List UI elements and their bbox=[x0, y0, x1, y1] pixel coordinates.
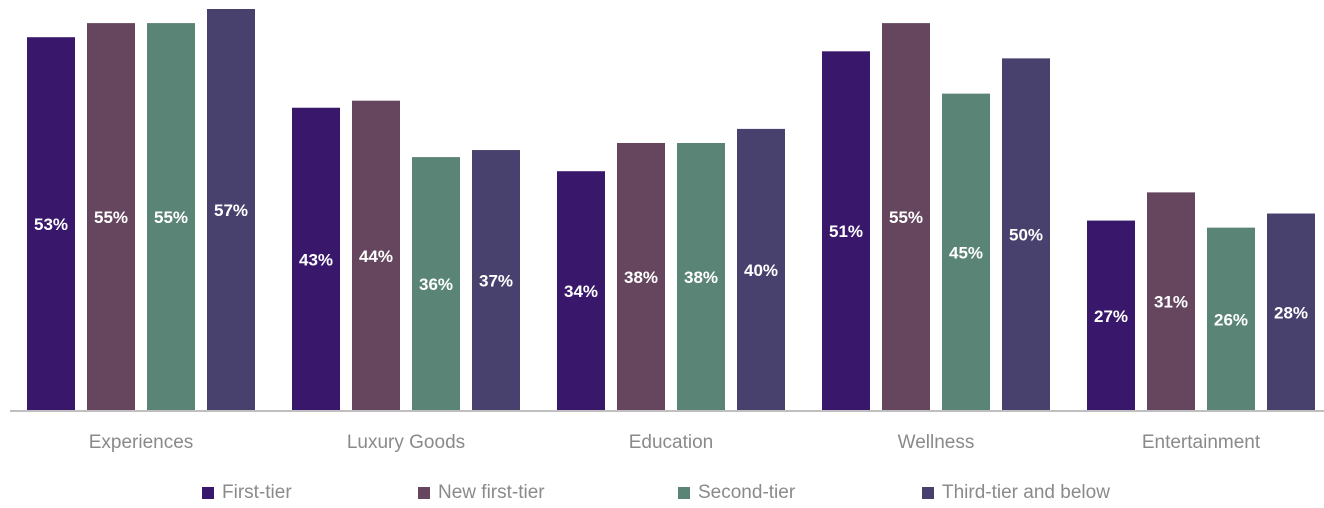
bar-education-new-first-tier bbox=[617, 143, 665, 411]
bar-value-label: 55% bbox=[889, 208, 923, 227]
legend-item-first-tier: First-tier bbox=[202, 482, 292, 504]
bar-value-label: 55% bbox=[154, 208, 188, 227]
bar-education-third-tier-and-below bbox=[737, 128, 785, 412]
bar-entertainment-third-tier-and-below bbox=[1267, 213, 1315, 411]
bar-entertainment-second-tier bbox=[1207, 227, 1255, 411]
legend-swatch bbox=[418, 487, 430, 499]
legend-item-third-tier-and-below: Third-tier and below bbox=[922, 482, 1110, 504]
bar-value-label: 44% bbox=[359, 247, 393, 266]
bar-entertainment-new-first-tier bbox=[1147, 192, 1195, 411]
category-label-education: Education bbox=[629, 432, 714, 453]
legend-label: Third-tier and below bbox=[942, 482, 1110, 503]
legend-item-new-first-tier: New first-tier bbox=[418, 482, 545, 504]
bar-value-label: 50% bbox=[1009, 226, 1043, 245]
bar-wellness-second-tier bbox=[942, 93, 990, 411]
legend: First-tier New first-tier Second-tier Third… bbox=[0, 482, 1324, 508]
bar-experiences-second-tier bbox=[147, 23, 195, 412]
bar-value-label: 43% bbox=[299, 250, 333, 269]
bar-value-label: 38% bbox=[684, 268, 718, 287]
bar-wellness-new-first-tier bbox=[882, 23, 930, 412]
bar-luxury-goods-second-tier bbox=[412, 157, 460, 411]
bar-value-label: 34% bbox=[564, 282, 598, 301]
bar-value-label: 37% bbox=[479, 272, 513, 291]
legend-swatch bbox=[202, 487, 214, 499]
category-label-wellness: Wellness bbox=[898, 432, 975, 453]
bar-value-label: 40% bbox=[744, 261, 778, 280]
bar-value-label: 27% bbox=[1094, 307, 1128, 326]
category-labels-group: Experiences Luxury Goods Education Wellness… bbox=[89, 432, 1261, 453]
legend-swatch bbox=[922, 487, 934, 499]
bar-value-label: 28% bbox=[1274, 303, 1308, 322]
bar-value-label: 31% bbox=[1154, 293, 1188, 312]
bar-education-first-tier bbox=[557, 171, 605, 411]
bar-experiences-third-tier-and-below bbox=[207, 9, 255, 411]
bar-value-label: 57% bbox=[214, 201, 248, 220]
bar-value-label: 36% bbox=[419, 275, 453, 294]
bars-group: 53% 55% 55% 57% 43% 44% 36% 37% 34% 38% 38% 40% 51% 5… bbox=[27, 9, 1315, 412]
legend-swatch bbox=[678, 487, 690, 499]
bar-experiences-first-tier bbox=[27, 37, 75, 412]
bar-luxury-goods-first-tier bbox=[292, 107, 340, 411]
category-label-luxury-goods: Luxury Goods bbox=[347, 432, 465, 453]
bar-value-label: 51% bbox=[829, 222, 863, 241]
legend-label: Second-tier bbox=[698, 482, 796, 503]
bar-value-label: 53% bbox=[34, 215, 68, 234]
bar-value-label: 26% bbox=[1214, 310, 1248, 329]
legend-item-second-tier: Second-tier bbox=[678, 482, 795, 504]
bar-experiences-new-first-tier bbox=[87, 23, 135, 412]
bar-value-label: 55% bbox=[94, 208, 128, 227]
bar-chart: 53% 55% 55% 57% 43% 44% 36% 37% 34% 38% 38% 40% 51% 5… bbox=[10, 9, 1324, 453]
legend-label: First-tier bbox=[222, 482, 292, 503]
bar-education-second-tier bbox=[677, 143, 725, 411]
bar-luxury-goods-third-tier-and-below bbox=[472, 150, 520, 412]
bar-luxury-goods-new-first-tier bbox=[352, 100, 400, 412]
category-label-experiences: Experiences bbox=[89, 432, 194, 453]
legend-label: New first-tier bbox=[438, 482, 545, 503]
bar-wellness-third-tier-and-below bbox=[1002, 58, 1050, 412]
bar-wellness-first-tier bbox=[822, 51, 870, 411]
bar-value-label: 38% bbox=[624, 268, 658, 287]
bar-entertainment-first-tier bbox=[1087, 220, 1135, 411]
category-label-entertainment: Entertainment bbox=[1142, 432, 1261, 453]
bar-value-label: 45% bbox=[949, 243, 983, 262]
